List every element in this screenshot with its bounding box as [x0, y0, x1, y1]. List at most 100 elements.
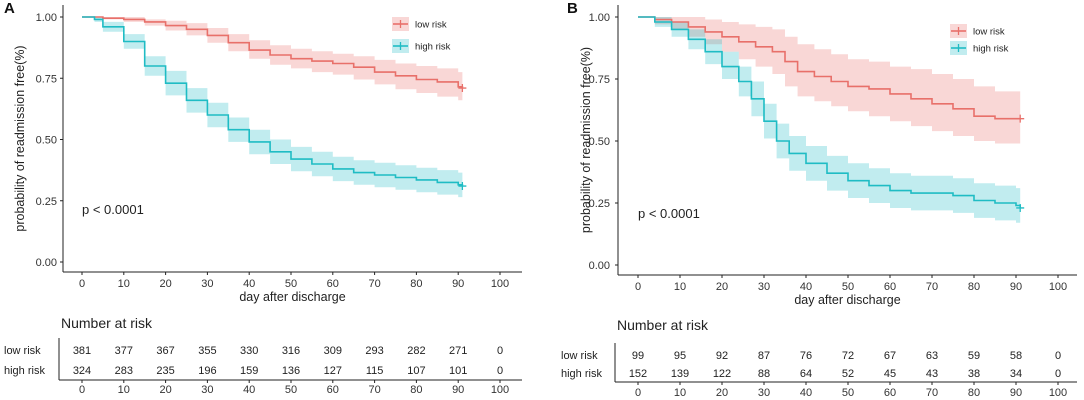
- y-tick-label: 1.00: [36, 12, 57, 24]
- risk-table-cell: 101: [449, 365, 467, 377]
- risk-table-cell: 122: [713, 368, 731, 380]
- curve-high-risk: [82, 16, 464, 187]
- risk-table-cell: 87: [758, 350, 770, 362]
- ci-band-low-risk: [638, 17, 1021, 144]
- x-tick-label: 100: [491, 278, 509, 290]
- risk-table-cell: 34: [1010, 368, 1022, 380]
- risk-table-x-tick-label: 60: [327, 384, 339, 396]
- risk-table-cell: 0: [497, 365, 503, 377]
- risk-table-cell: 0: [1055, 350, 1061, 362]
- censor-mark-low-risk: [1016, 114, 1025, 123]
- risk-table-group-label: low risk: [561, 350, 598, 362]
- risk-table-x-tick-label: 10: [118, 384, 130, 396]
- risk-table-cell: 283: [115, 365, 133, 377]
- x-tick-label: 40: [243, 278, 255, 290]
- risk-table-x-tick-label: 20: [159, 384, 171, 396]
- risk-table-cell: 159: [240, 365, 258, 377]
- legend-label: high risk: [415, 42, 451, 53]
- risk-table-x-tick-label: 70: [926, 387, 938, 399]
- risk-table-cell: 67: [884, 350, 896, 362]
- risk-table-cell: 0: [1055, 368, 1061, 380]
- risk-table-cell: 72: [842, 350, 854, 362]
- risk-table-cell: 271: [449, 345, 467, 357]
- y-tick-label: 0.50: [36, 135, 57, 147]
- x-tick-label: 100: [1049, 281, 1067, 293]
- x-tick-label: 30: [201, 278, 213, 290]
- panel-letter: A: [4, 0, 15, 17]
- risk-table-x-tick-label: 0: [79, 384, 85, 396]
- curve-high-risk: [638, 16, 1021, 208]
- x-tick-label: 90: [1010, 281, 1022, 293]
- risk-table-x-tick-label: 80: [968, 387, 980, 399]
- ci-band-low-risk: [82, 17, 463, 102]
- x-tick-label: 90: [452, 278, 464, 290]
- x-tick-label: 30: [758, 281, 770, 293]
- risk-table-cell: 59: [968, 350, 980, 362]
- x-tick-label: 70: [368, 278, 380, 290]
- risk-table-x-tick-label: 40: [243, 384, 255, 396]
- risk-table-cell: 88: [758, 368, 770, 380]
- curve-low-risk: [638, 16, 1021, 120]
- risk-table-cell: 43: [926, 368, 938, 380]
- risk-table-cell: 316: [282, 345, 300, 357]
- p-value-annotation: p < 0.0001: [638, 206, 700, 221]
- risk-table-x-tick-label: 90: [1010, 387, 1022, 399]
- risk-table-cell: 139: [671, 368, 689, 380]
- risk-table-cell: 293: [365, 345, 383, 357]
- legend-label: low risk: [973, 27, 1005, 38]
- y-tick-label: 0.75: [589, 74, 610, 86]
- risk-table-x-tick-label: 50: [285, 384, 297, 396]
- panel-letter: B: [567, 0, 578, 17]
- risk-table-cell: 330: [240, 345, 258, 357]
- y-tick-label: 0.25: [589, 198, 610, 210]
- risk-table-cell: 309: [324, 345, 342, 357]
- risk-table-title: Number at risk: [617, 317, 709, 333]
- ci-band-high-risk: [638, 17, 1021, 223]
- y-axis-title: probability of readmission free(%): [579, 47, 593, 233]
- risk-table-cell: 76: [800, 350, 812, 362]
- risk-table-cell: 45: [884, 368, 896, 380]
- risk-table-x-tick-label: 90: [452, 384, 464, 396]
- x-axis-title: day after discharge: [239, 290, 345, 304]
- risk-table-cell: 127: [324, 365, 342, 377]
- x-tick-label: 50: [842, 281, 854, 293]
- risk-table-cell: 63: [926, 350, 938, 362]
- x-tick-label: 10: [674, 281, 686, 293]
- risk-table-group-label: low risk: [4, 345, 41, 357]
- risk-table-x-tick-label: 0: [635, 387, 641, 399]
- risk-table-x-tick-label: 30: [201, 384, 213, 396]
- risk-table-cell: 152: [629, 368, 647, 380]
- risk-table-cell: 235: [156, 365, 174, 377]
- risk-table-x-tick-label: 40: [800, 387, 812, 399]
- risk-table-group-label: high risk: [561, 368, 602, 380]
- x-tick-label: 60: [327, 278, 339, 290]
- risk-table-x-tick-label: 60: [884, 387, 896, 399]
- x-tick-label: 80: [410, 278, 422, 290]
- x-tick-label: 60: [884, 281, 896, 293]
- p-value-annotation: p < 0.0001: [82, 202, 144, 217]
- risk-table-cell: 64: [800, 368, 812, 380]
- risk-table-cell: 52: [842, 368, 854, 380]
- risk-table-x-tick-label: 30: [758, 387, 770, 399]
- risk-table-x-tick-label: 100: [491, 384, 509, 396]
- risk-table-x-tick-label: 70: [368, 384, 380, 396]
- x-tick-label: 20: [159, 278, 171, 290]
- y-axis-title: probability of readmission free(%): [13, 45, 27, 231]
- censor-mark-high-risk: [1016, 203, 1025, 212]
- censor-mark-low-risk: [458, 84, 467, 93]
- risk-table-cell: 367: [156, 345, 174, 357]
- risk-table-cell: 355: [198, 345, 216, 357]
- risk-table-cell: 92: [716, 350, 728, 362]
- risk-table-cell: 282: [407, 345, 425, 357]
- x-tick-label: 80: [968, 281, 980, 293]
- x-tick-label: 10: [118, 278, 130, 290]
- censor-mark-high-risk: [458, 182, 467, 191]
- x-tick-label: 40: [800, 281, 812, 293]
- x-tick-label: 0: [635, 281, 641, 293]
- legend-label: low risk: [415, 20, 447, 31]
- risk-table-x-tick-label: 100: [1049, 387, 1067, 399]
- risk-table-group-label: high risk: [4, 365, 45, 377]
- risk-table-cell: 99: [632, 350, 644, 362]
- risk-table-cell: 136: [282, 365, 300, 377]
